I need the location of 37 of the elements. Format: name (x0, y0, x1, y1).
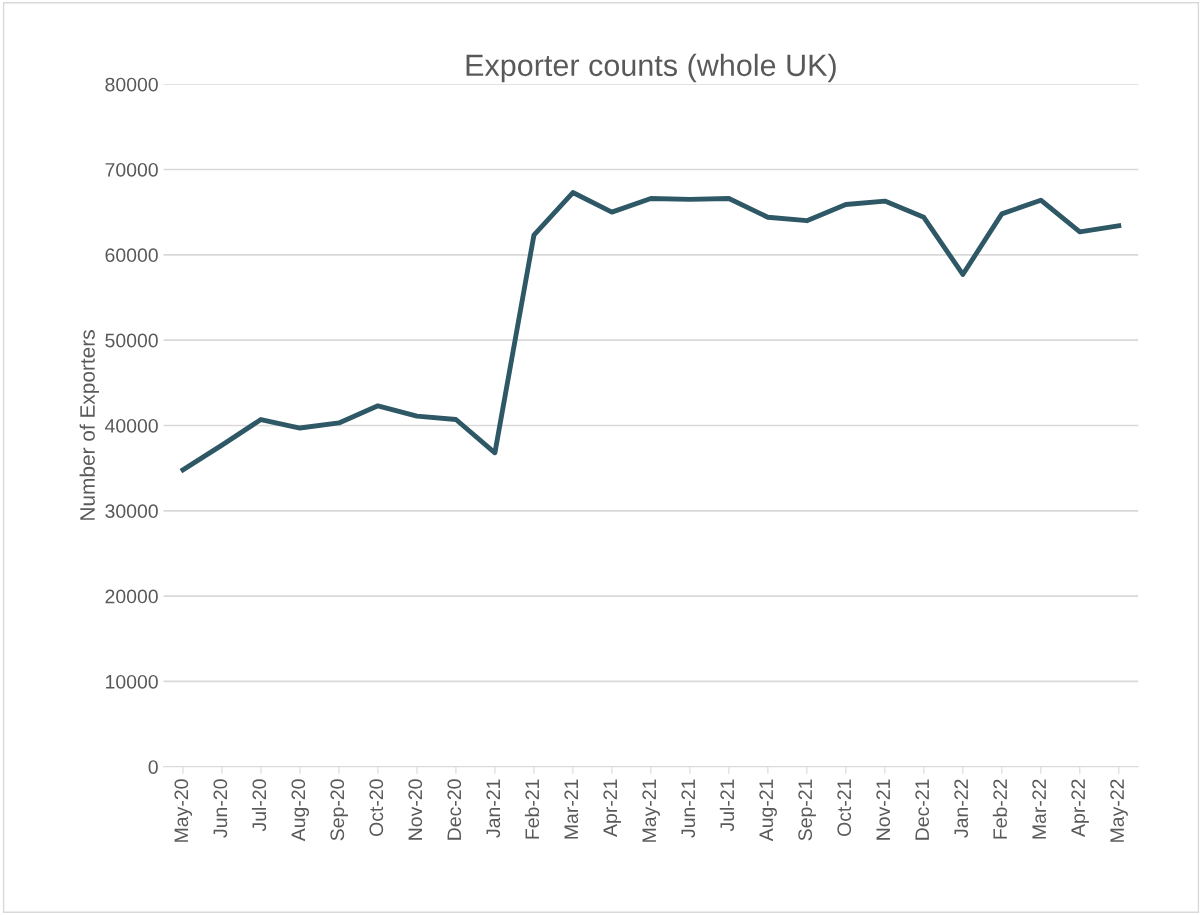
x-tick-label: Feb-22 (992, 779, 1008, 839)
x-tick-label: Aug-20 (291, 779, 310, 842)
x-tick-label: Mar-21 (564, 779, 579, 839)
x-tick-label: Oct-21 (837, 779, 852, 836)
y-tick-label: 80000 (105, 77, 158, 92)
x-tick-label: Apr-22 (1071, 779, 1089, 837)
x-tick-label: Nov-21 (876, 779, 891, 840)
y-axis-title: Number of Exporters (79, 330, 99, 520)
chart-title: Exporter counts (whole UK) (466, 53, 836, 83)
x-tick-label: Dec-21 (915, 779, 930, 840)
y-tick-label: 40000 (104, 418, 158, 433)
x-tick-label: Mar-22 (1032, 779, 1047, 839)
x-tick-label: Apr-21 (603, 779, 621, 837)
x-tick-label: May-21 (642, 779, 660, 842)
x-tick-label: May-22 (1110, 779, 1128, 842)
x-tick-label: Jul-20 (251, 779, 267, 832)
x-tick-label: Jul-21 (719, 779, 735, 832)
x-tick-label: Sep-20 (330, 779, 348, 841)
x-tick-label: Dec-20 (447, 779, 462, 840)
y-tick-label: 20000 (105, 589, 158, 604)
x-tick-label: Jan-21 (486, 779, 501, 838)
y-tick-label: 30000 (105, 504, 158, 519)
x-tick-label: Sep-21 (798, 779, 816, 841)
x-tick-label: Jun-21 (681, 779, 696, 838)
x-tick-label: May-20 (174, 779, 193, 842)
x-tick-label: Aug-21 (759, 779, 777, 842)
y-tick-label: 60000 (105, 248, 158, 263)
y-tick-label: 70000 (105, 162, 158, 177)
y-tick-label: 10000 (106, 674, 158, 689)
y-tick-label: 50000 (105, 333, 158, 348)
line-series (180, 190, 1122, 473)
x-tick-label: Jun-20 (213, 779, 228, 838)
x-tick-label: Nov-20 (408, 779, 423, 840)
x-tick-label: Oct-20 (369, 779, 384, 836)
x-tick-label: Feb-21 (524, 779, 540, 839)
x-tick-label: Jan-22 (954, 779, 969, 838)
y-tick-label: 0 (148, 760, 158, 775)
